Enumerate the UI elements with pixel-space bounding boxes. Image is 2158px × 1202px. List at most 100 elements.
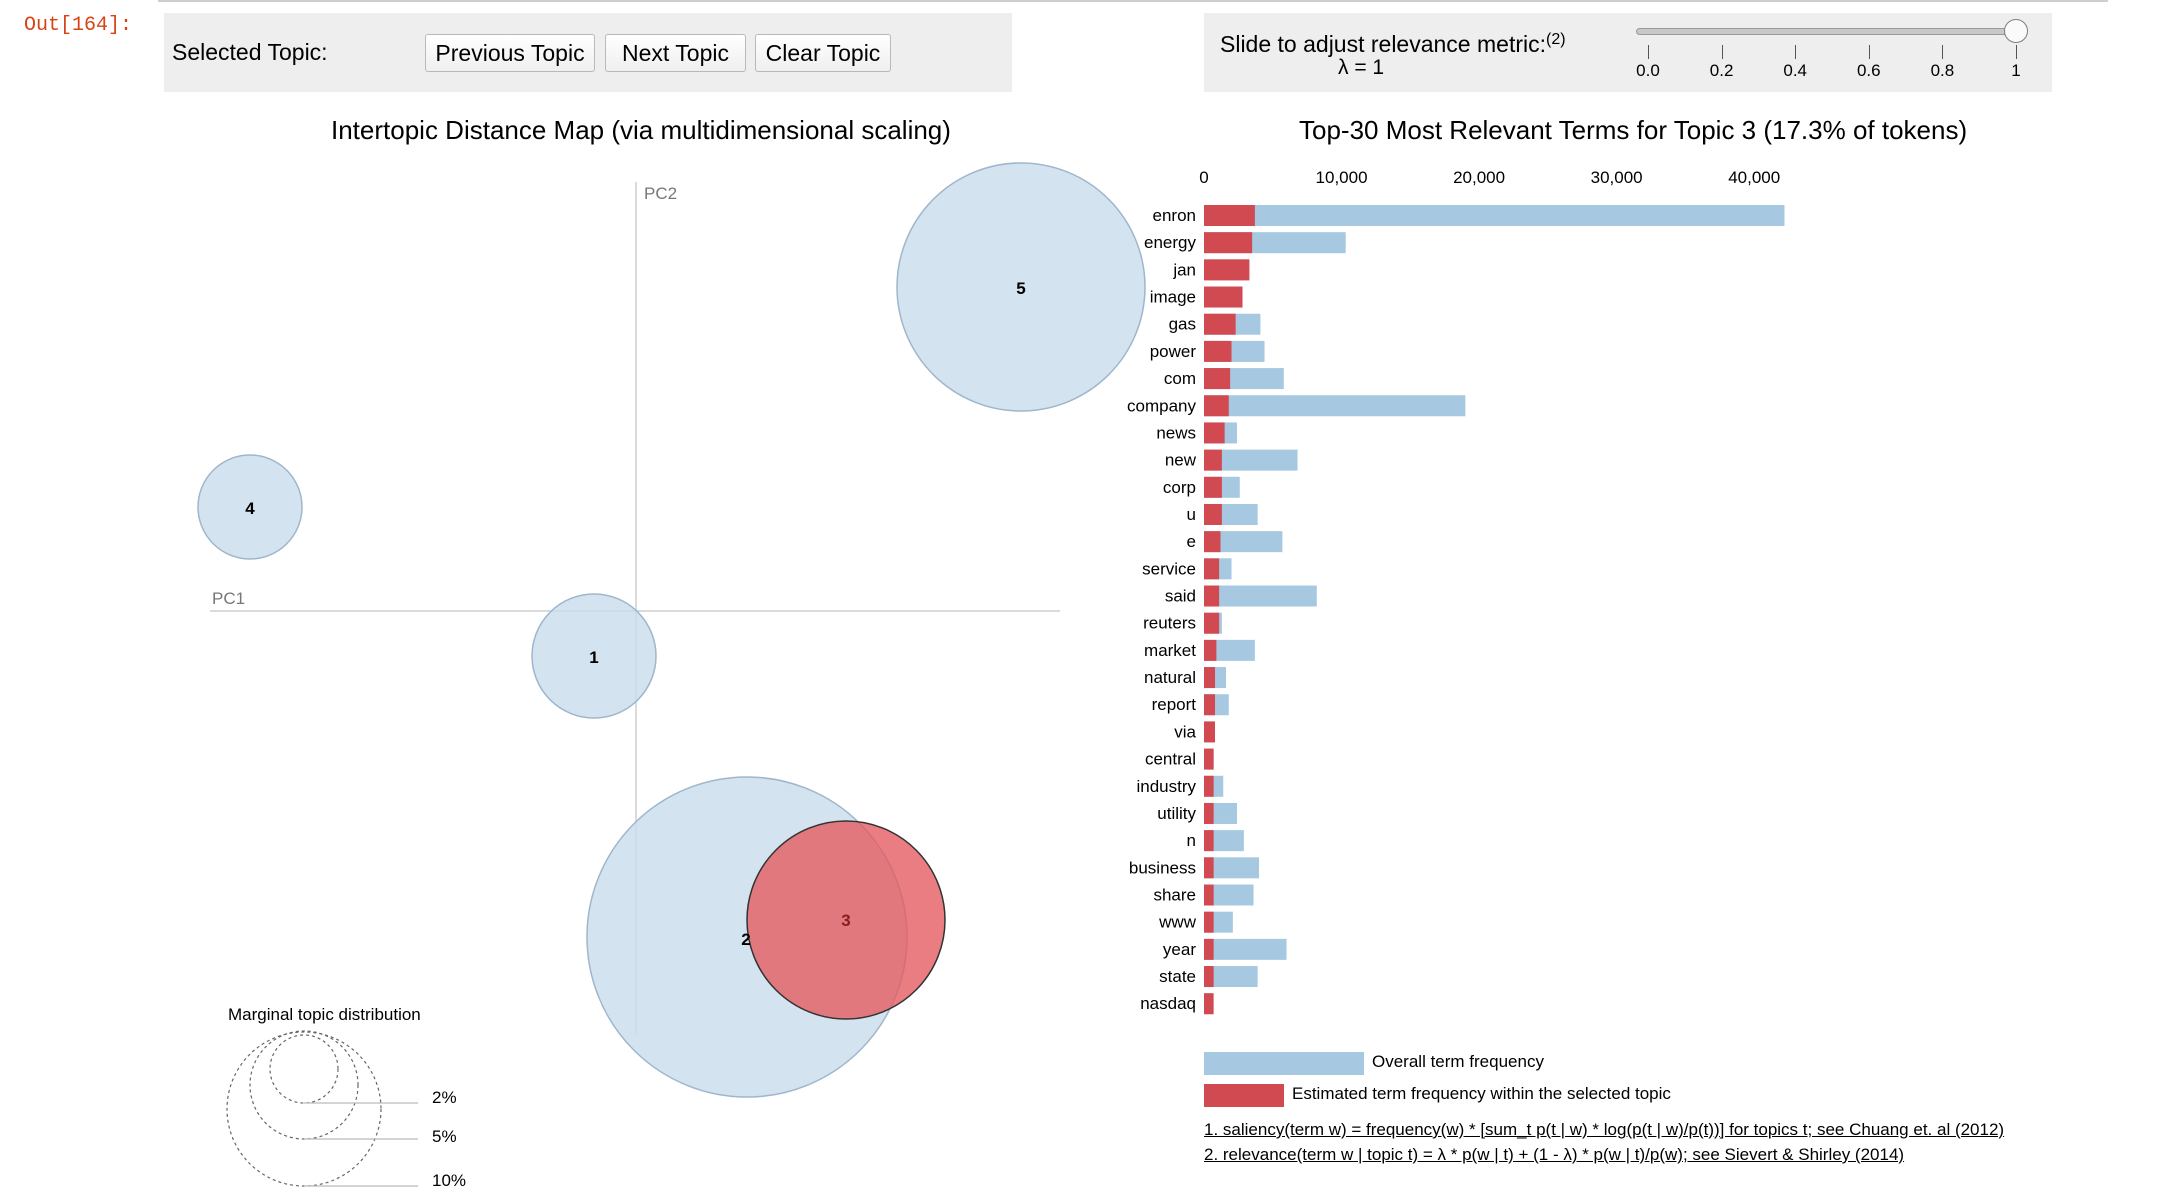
topic-frequency-bar[interactable] xyxy=(1204,585,1220,607)
term-label[interactable]: natural xyxy=(1144,668,1196,687)
topic-frequency-bar[interactable] xyxy=(1204,857,1214,879)
topic-frequency-bar[interactable] xyxy=(1204,775,1214,797)
topic-frequency-bar[interactable] xyxy=(1204,503,1222,525)
term-label[interactable]: image xyxy=(1150,288,1196,307)
legend-label-5pct: 5% xyxy=(432,1127,457,1146)
term-label[interactable]: n xyxy=(1187,831,1196,850)
topic-label-3: 3 xyxy=(841,911,850,930)
legend-estimated-swatch xyxy=(1204,1084,1284,1107)
x-tick-label: 20,000 xyxy=(1453,168,1505,187)
overall-frequency-bar[interactable] xyxy=(1204,966,1258,988)
term-label[interactable]: u xyxy=(1187,505,1196,524)
term-label[interactable]: industry xyxy=(1136,777,1196,796)
term-label[interactable]: company xyxy=(1127,396,1196,415)
slider-tick xyxy=(1721,45,1723,59)
slider-tick-label: 0.6 xyxy=(1856,61,1881,80)
overall-frequency-bar[interactable] xyxy=(1204,938,1287,960)
legend-overall-label: Overall term frequency xyxy=(1372,1052,1544,1071)
topic-frequency-bar[interactable] xyxy=(1204,938,1214,960)
relevance-slider-handle[interactable] xyxy=(2004,19,2028,43)
topic-frequency-bar[interactable] xyxy=(1204,748,1214,770)
clear-topic-button[interactable]: Clear Topic xyxy=(755,34,891,72)
previous-topic-button[interactable]: Previous Topic xyxy=(425,34,595,72)
term-label[interactable]: news xyxy=(1156,423,1196,442)
selected-topic-label: Selected Topic: xyxy=(172,39,328,65)
slider-label-text: Slide to adjust relevance metric: xyxy=(1220,31,1546,57)
term-label[interactable]: energy xyxy=(1144,233,1196,252)
topic-frequency-bar[interactable] xyxy=(1204,232,1253,254)
topic-frequency-bar[interactable] xyxy=(1204,531,1221,553)
lambda-value: λ = 1 xyxy=(1338,56,1385,79)
term-label[interactable]: jan xyxy=(1172,260,1196,279)
relevance-footnote-link[interactable]: 2. relevance(term w | topic t) = λ * p(w… xyxy=(1204,1145,1905,1164)
term-label[interactable]: power xyxy=(1150,342,1197,361)
term-label[interactable]: share xyxy=(1153,886,1196,905)
term-label[interactable]: new xyxy=(1165,451,1197,470)
overall-frequency-bar[interactable] xyxy=(1204,531,1283,553)
term-label[interactable]: report xyxy=(1152,695,1197,714)
overall-frequency-bar[interactable] xyxy=(1204,884,1254,906)
overall-frequency-bar[interactable] xyxy=(1204,857,1260,879)
topic-frequency-bar[interactable] xyxy=(1204,476,1222,498)
overall-frequency-bar[interactable] xyxy=(1204,449,1298,471)
topic-frequency-bar[interactable] xyxy=(1204,993,1214,1015)
term-label[interactable]: service xyxy=(1142,559,1196,578)
topic-frequency-bar[interactable] xyxy=(1204,259,1250,281)
marginal-legend-title: Marginal topic distribution xyxy=(228,1005,421,1024)
slider-tick xyxy=(1795,45,1797,59)
overall-frequency-bar[interactable] xyxy=(1204,639,1255,661)
topic-frequency-bar[interactable] xyxy=(1204,802,1214,824)
overall-frequency-bar[interactable] xyxy=(1204,205,1785,226)
term-label[interactable]: business xyxy=(1129,858,1196,877)
term-label[interactable]: enron xyxy=(1153,206,1196,225)
term-label[interactable]: market xyxy=(1144,641,1196,660)
term-label[interactable]: state xyxy=(1159,967,1196,986)
term-label[interactable]: nasdaq xyxy=(1140,994,1196,1013)
topic-circle-5[interactable] xyxy=(896,162,1146,412)
topic-frequency-bar[interactable] xyxy=(1204,368,1231,390)
topic-circle-3-selected[interactable] xyxy=(746,820,946,1020)
topic-frequency-bar[interactable] xyxy=(1204,340,1232,362)
topic-frequency-bar[interactable] xyxy=(1204,205,1255,226)
topic-frequency-bar[interactable] xyxy=(1204,694,1216,716)
topic-frequency-bar[interactable] xyxy=(1204,639,1217,661)
topic-frequency-bar[interactable] xyxy=(1204,966,1214,988)
topic-frequency-bar[interactable] xyxy=(1204,395,1229,417)
topic-frequency-bar[interactable] xyxy=(1204,313,1236,335)
topic-frequency-bar[interactable] xyxy=(1204,667,1216,689)
topic-frequency-bar[interactable] xyxy=(1204,558,1220,580)
term-label[interactable]: gas xyxy=(1169,315,1196,334)
topic-frequency-bar[interactable] xyxy=(1204,612,1220,634)
topic-frequency-bar[interactable] xyxy=(1204,911,1214,933)
slider-tick-label: 0.0 xyxy=(1636,61,1660,80)
term-label[interactable]: utility xyxy=(1157,804,1196,823)
term-label[interactable]: via xyxy=(1174,722,1196,741)
topic-frequency-bar[interactable] xyxy=(1204,830,1214,852)
overall-frequency-bar[interactable] xyxy=(1204,395,1466,417)
term-label[interactable]: reuters xyxy=(1143,614,1196,633)
topic-frequency-bar[interactable] xyxy=(1204,884,1214,906)
term-label[interactable]: said xyxy=(1165,587,1196,606)
term-label[interactable]: e xyxy=(1187,532,1196,551)
topic-frequency-bar[interactable] xyxy=(1204,422,1225,444)
x-tick-label: 30,000 xyxy=(1591,168,1643,187)
topic-control-panel: Selected Topic: 0 Previous Topic Next To… xyxy=(164,13,1012,92)
marginal-legend-leaders xyxy=(304,1102,418,1187)
topic-circle-4[interactable] xyxy=(197,454,303,560)
saliency-footnote-link[interactable]: 1. saliency(term w) = frequency(w) * [su… xyxy=(1204,1120,2005,1139)
next-topic-button[interactable]: Next Topic xyxy=(605,34,746,72)
topic-frequency-bar[interactable] xyxy=(1204,449,1222,471)
topic-frequency-bar[interactable] xyxy=(1204,721,1216,743)
term-label[interactable]: corp xyxy=(1163,478,1196,497)
slider-tick-label: 1 xyxy=(2011,61,2021,80)
overall-frequency-bar[interactable] xyxy=(1204,830,1244,852)
term-label[interactable]: year xyxy=(1163,940,1196,959)
topic-circle-1[interactable] xyxy=(531,593,657,719)
term-label[interactable]: com xyxy=(1164,369,1196,388)
overall-frequency-bar[interactable] xyxy=(1204,585,1317,607)
topic-frequency-bar[interactable] xyxy=(1204,286,1243,308)
term-label[interactable]: www xyxy=(1158,913,1197,932)
pc2-label: PC2 xyxy=(644,184,677,203)
cell-divider xyxy=(158,0,2108,2)
term-label[interactable]: central xyxy=(1145,750,1196,769)
